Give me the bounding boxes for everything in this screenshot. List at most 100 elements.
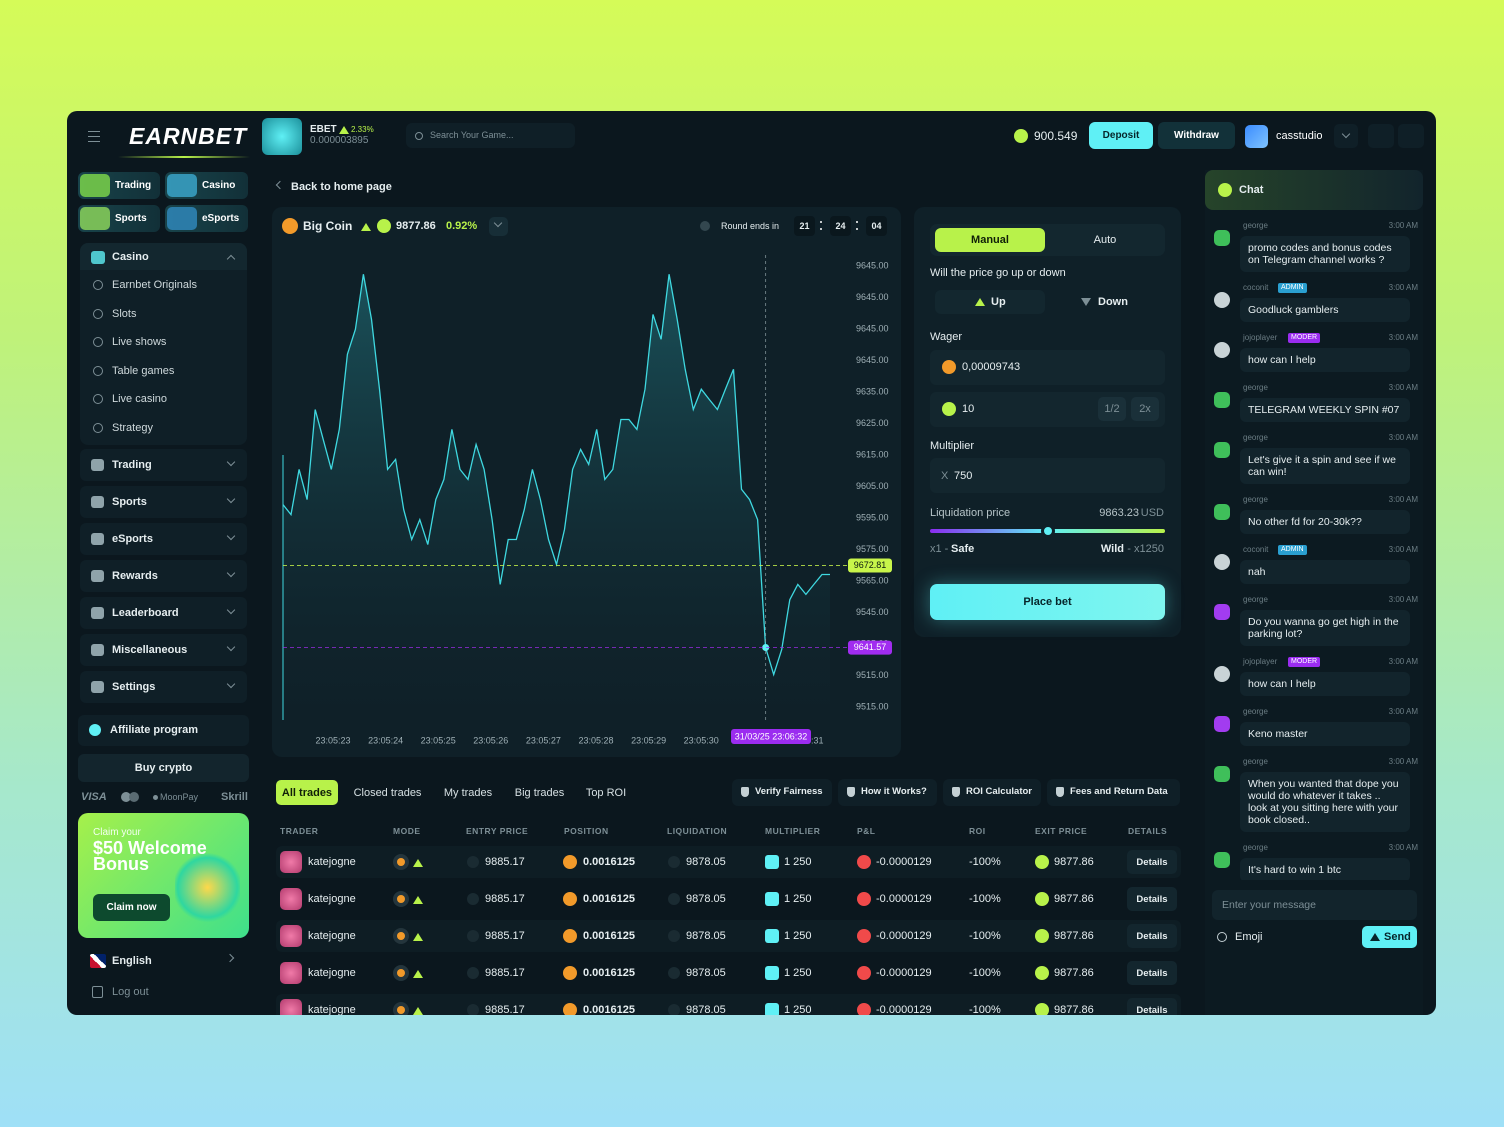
chat-input[interactable]	[1212, 890, 1417, 920]
chat-bubble: No other fd for 20-30k??	[1240, 510, 1410, 534]
casino-item[interactable]: Live casino	[112, 393, 168, 406]
menu-icon	[91, 533, 104, 545]
icon	[415, 132, 423, 140]
deposit-button[interactable]: Deposit	[1089, 122, 1153, 149]
liquidation: 9878.05	[686, 856, 726, 868]
chat-username: george	[1243, 221, 1268, 230]
trades-tab[interactable]: Closed trades	[353, 786, 422, 799]
promo-title: $50 Welcome Bonus	[93, 838, 207, 874]
x-axis-label: 23:05:26	[473, 735, 508, 745]
back-link[interactable]: Back to home page	[291, 181, 392, 193]
trades-tab[interactable]: Top ROI	[585, 786, 627, 799]
tab-manual[interactable]: Manual	[935, 228, 1045, 252]
up-label[interactable]: Up	[991, 296, 1006, 308]
place-bet-button[interactable]: Place bet	[930, 584, 1165, 620]
liquidation-value: 9863.23	[1099, 507, 1139, 519]
coin-dropdown[interactable]	[489, 217, 508, 236]
menu-icon[interactable]	[88, 141, 100, 142]
casino-item[interactable]: Strategy	[112, 422, 153, 434]
tool-label[interactable]: How it Works?	[861, 786, 927, 797]
trader-avatar	[280, 925, 302, 947]
menu-item[interactable]	[80, 671, 247, 703]
up-button[interactable]	[935, 290, 1045, 314]
trades-tab[interactable]: All trades	[276, 780, 338, 805]
position: 0.0016125	[583, 856, 635, 868]
icon	[397, 858, 405, 866]
casino-item[interactable]: Earnbet Originals	[112, 279, 197, 291]
menu-icon[interactable]	[88, 131, 100, 132]
x-axis-label: 23:05:29	[631, 735, 666, 745]
details-button[interactable]: Details	[1127, 850, 1177, 874]
menu-item[interactable]	[80, 597, 247, 629]
language[interactable]: English	[112, 955, 152, 967]
withdraw-button[interactable]: Withdraw	[1158, 122, 1235, 149]
search-box[interactable]	[406, 123, 575, 148]
details-button[interactable]: Details	[1127, 961, 1177, 985]
tool-label[interactable]: Verify Fairness	[755, 786, 823, 797]
details-button[interactable]: Details	[1127, 998, 1177, 1015]
menu-icon[interactable]	[88, 136, 100, 137]
payment-logo: MoonPay	[160, 792, 199, 802]
settings-button[interactable]	[1368, 124, 1394, 148]
tool-label[interactable]: Fees and Return Data	[1070, 786, 1168, 797]
chat-avatar	[1214, 292, 1230, 308]
chat-message: george 3:00 AM Keno master	[1210, 706, 1418, 746]
chat-message: george 3:00 AM No other fd for 20-30k??	[1210, 494, 1418, 534]
claim-button[interactable]: Claim now	[93, 894, 170, 921]
details-button[interactable]: Details	[1127, 887, 1177, 911]
coin-icon	[857, 966, 871, 980]
app: EARNBET EBET 2.33% 0.000003895 Search Your G…	[78, 118, 1424, 1015]
chat-message: george 3:00 AM It's hard to win 1 btc	[1210, 842, 1418, 880]
chat-username: coconit	[1243, 283, 1269, 292]
roi: -100%	[969, 967, 1001, 979]
ticker-change: 2.33%	[351, 125, 374, 134]
double-button[interactable]: 2x	[1131, 397, 1159, 421]
dropdown-button[interactable]	[1334, 124, 1358, 148]
icon	[93, 308, 103, 319]
chat-button[interactable]	[1398, 124, 1424, 148]
trades-tab[interactable]: My trades	[443, 786, 493, 799]
y-axis-label: 9515.00	[856, 670, 889, 680]
menu-item[interactable]	[80, 634, 247, 666]
down-label[interactable]: Down	[1098, 296, 1128, 308]
shield-icon	[847, 787, 855, 797]
menu-item[interactable]	[80, 560, 247, 592]
send-label[interactable]: Send	[1384, 931, 1411, 943]
casino-item[interactable]: Live shows	[112, 336, 167, 349]
multiplier-box[interactable]	[930, 458, 1165, 493]
tab-auto[interactable]: Auto	[1093, 234, 1117, 246]
trades-tab[interactable]: Big trades	[514, 786, 565, 799]
menu-item[interactable]	[80, 486, 247, 518]
icon	[121, 792, 131, 802]
y-axis-label: 9645.00	[856, 292, 889, 302]
logout[interactable]: Log out	[112, 986, 149, 998]
buy-crypto-button[interactable]: Buy crypto	[78, 754, 249, 782]
y-axis-label: 9575.00	[856, 544, 889, 554]
triangle-icon	[413, 896, 423, 904]
casino-item[interactable]: Table games	[112, 364, 175, 377]
affiliate-item[interactable]	[78, 715, 249, 746]
wager-crypto-box[interactable]	[930, 350, 1165, 385]
chat-time: 3:00 AM	[1388, 595, 1418, 604]
chat-bubble: nah	[1240, 560, 1410, 584]
menu-item[interactable]	[80, 449, 247, 481]
details-button[interactable]: Details	[1127, 924, 1177, 948]
menu-item[interactable]	[80, 523, 247, 555]
user-name[interactable]: casstudio	[1276, 130, 1323, 142]
chat-bubble: how can I help	[1240, 348, 1410, 372]
flag-icon	[90, 954, 106, 968]
casino-header[interactable]	[80, 243, 247, 270]
payment-logo: Skrill	[221, 791, 248, 803]
tool-button[interactable]	[1047, 779, 1180, 806]
half-button[interactable]: 1/2	[1098, 397, 1126, 421]
pnl: -0.0000129	[876, 967, 932, 979]
send-button[interactable]	[1362, 926, 1417, 948]
casino-item[interactable]: Slots	[112, 307, 137, 320]
icon	[93, 365, 103, 376]
tool-label[interactable]: ROI Calculator	[966, 786, 1032, 797]
chat-bubble: Let's give it a spin and see if we can w…	[1240, 448, 1410, 484]
menu-icon	[91, 459, 104, 471]
menu-icon	[91, 644, 104, 656]
chat-message: coconit ADMIN 3:00 AM Goodluck gamblers	[1210, 282, 1418, 322]
emoji-button[interactable]: Emoji	[1235, 931, 1263, 943]
